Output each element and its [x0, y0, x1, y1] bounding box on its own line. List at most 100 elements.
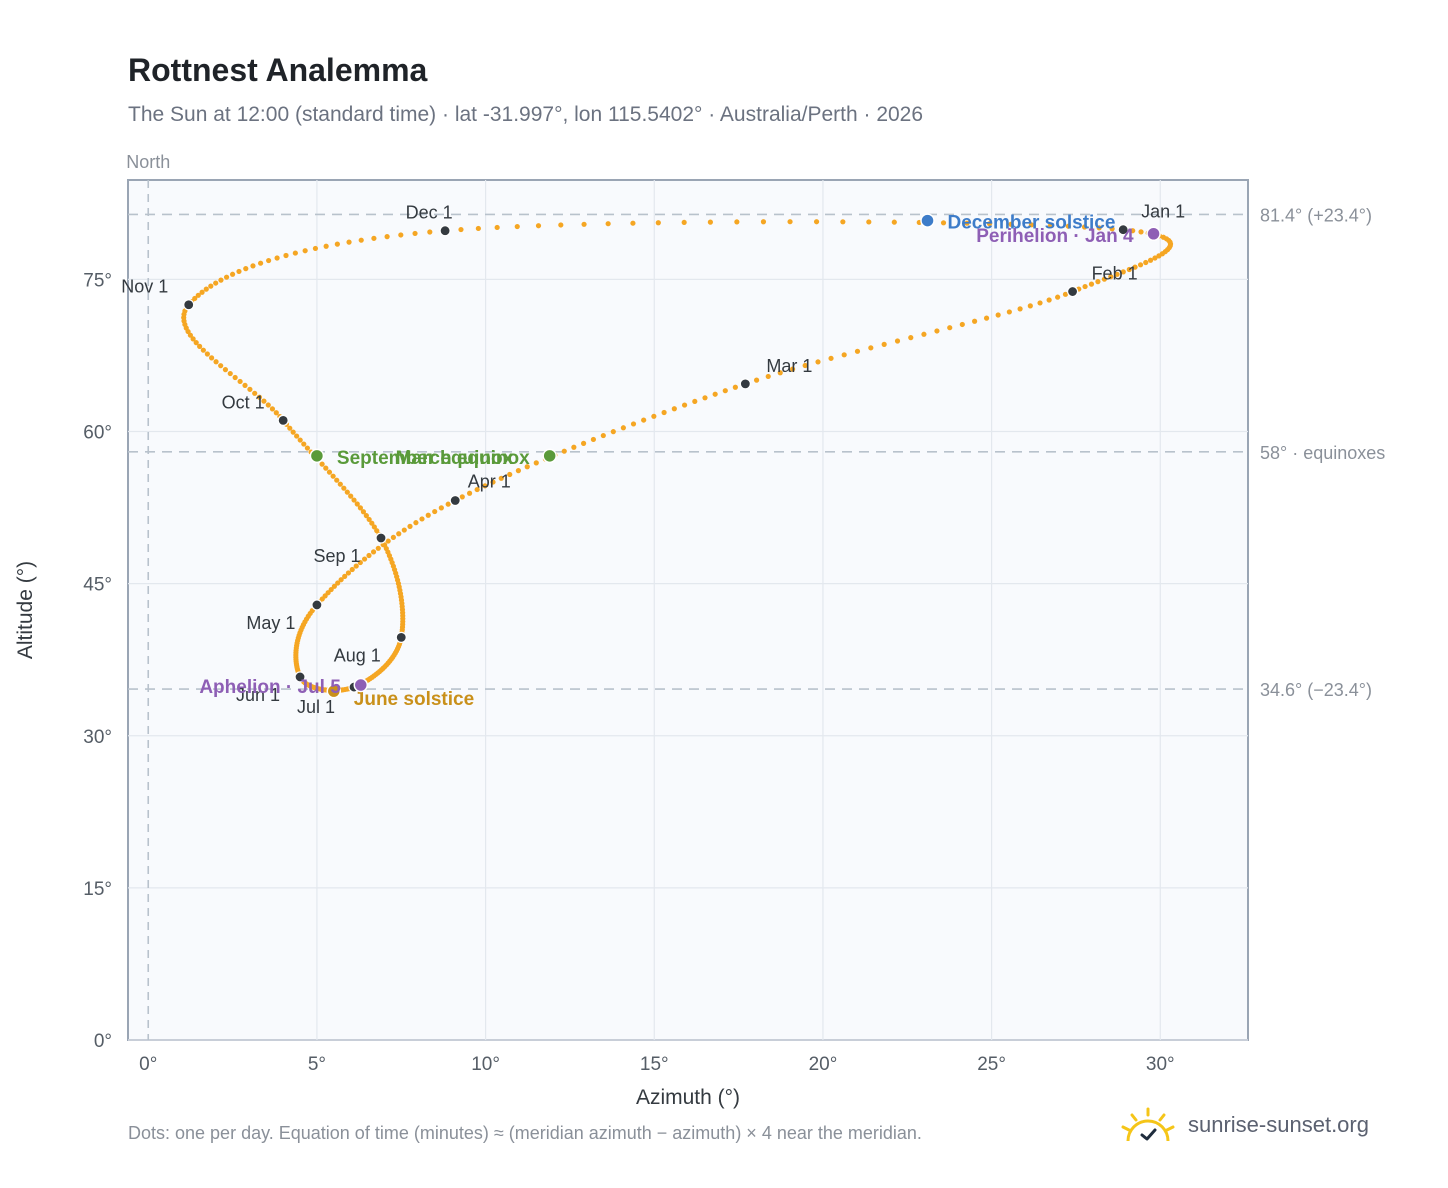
day-dot [681, 402, 688, 408]
day-dot [354, 501, 360, 507]
day-dot [218, 363, 224, 369]
x-tick-label: 0° [139, 1054, 157, 1075]
day-dot [789, 366, 796, 372]
month-marker-label: Nov 1 [121, 277, 168, 297]
day-dot [535, 223, 542, 229]
event-label: December solstice [948, 213, 1116, 234]
day-dot [1120, 269, 1126, 275]
day-dot [407, 523, 413, 529]
day-dot [312, 245, 319, 252]
day-dot [630, 421, 637, 427]
month-marker-label: Apr 1 [468, 471, 511, 491]
day-dot [208, 283, 214, 289]
sun-logo-icon [1121, 1107, 1175, 1142]
month-marker [277, 414, 289, 426]
day-dot [921, 331, 927, 337]
axes: 0° 5° 10° 15° 20° 25° 30° 0° 15° 30° 45° 60° 75° Azim… [14, 270, 1175, 1109]
x-tick-label: 25° [977, 1054, 1006, 1075]
day-dot [1101, 276, 1107, 282]
day-dot [1065, 223, 1071, 229]
day-dot [1095, 279, 1101, 285]
day-dot [213, 359, 219, 365]
day-dot [398, 232, 404, 238]
day-dot [218, 277, 224, 283]
y-tick-label: 60° [83, 423, 112, 444]
day-dot [655, 220, 661, 226]
brand[interactable]: sunrise-sunset.org [1120, 1100, 1369, 1150]
day-dot [1046, 297, 1052, 303]
day-dot [331, 583, 337, 589]
day-dot [192, 295, 198, 302]
day-dot [854, 348, 861, 354]
reference-line-label: 34.6° (−23.4°) [1260, 680, 1372, 700]
day-dot [940, 220, 947, 226]
date-markers: Jan 1 Feb 1 Mar 1 Apr 1 May 1 Jun 1 Jul 1 Aug 1… [121, 202, 1185, 717]
day-dot [815, 359, 821, 365]
day-dot [1132, 264, 1138, 270]
day-dot [370, 549, 377, 555]
day-dot [1027, 303, 1033, 309]
brand-name[interactable]: sunrise-sunset.org [1188, 1112, 1369, 1137]
day-dot [374, 528, 380, 534]
day-dot [199, 289, 205, 295]
day-dot [353, 563, 359, 569]
day-dot [274, 255, 280, 261]
y-tick-label: 15° [83, 879, 112, 900]
day-dot [200, 347, 206, 353]
day-dot [1137, 262, 1144, 268]
month-marker [739, 378, 751, 390]
day-dot [357, 505, 363, 511]
day-dot [641, 417, 647, 423]
day-dot [891, 219, 897, 225]
day-dot [334, 241, 340, 247]
day-dot [335, 580, 341, 586]
day-dot [533, 460, 539, 466]
day-dot [337, 481, 343, 487]
month-marker [1066, 285, 1079, 298]
x-axis-label: Azimuth (°) [636, 1086, 740, 1109]
month-marker-label: Feb 1 [1092, 264, 1138, 284]
event-marker [326, 683, 342, 699]
day-dot [357, 559, 363, 566]
day-dot [734, 219, 740, 225]
day-dot [475, 225, 481, 232]
day-dot [401, 527, 407, 533]
day-dot [349, 566, 355, 573]
month-marker-label: Mar 1 [766, 356, 812, 376]
day-dot [702, 395, 708, 401]
day-dot [412, 230, 418, 237]
north-label: North [126, 152, 170, 172]
day-dot [195, 292, 201, 298]
event-label: September equinox [337, 448, 514, 469]
day-dot [243, 266, 249, 272]
day-dot [419, 516, 425, 522]
day-dot [294, 433, 300, 439]
day-dot [229, 271, 236, 277]
day-dot [1088, 281, 1095, 287]
day-dot [301, 441, 307, 447]
day-dot [261, 398, 267, 404]
day-dot [304, 445, 310, 451]
day-dot [257, 260, 264, 266]
day-dot [671, 406, 677, 412]
month-marker-label: Jun 1 [236, 685, 280, 705]
day-dot [610, 429, 616, 435]
day-dot [269, 406, 276, 412]
day-dot [338, 577, 344, 583]
day-dot [490, 479, 496, 485]
day-dot [765, 373, 771, 380]
day-dot [371, 524, 377, 530]
day-dot [908, 335, 914, 341]
day-dot [232, 374, 238, 381]
day-dot [590, 436, 597, 443]
day-dot [351, 497, 357, 503]
day-dot [498, 475, 504, 481]
day-dot [346, 239, 352, 245]
day-dot [959, 321, 965, 328]
day-dot [1138, 229, 1144, 235]
day-dot [247, 386, 253, 392]
day-dot [371, 235, 377, 241]
day-dot [1108, 274, 1114, 280]
day-dot [360, 509, 367, 515]
day-dot [237, 378, 243, 385]
